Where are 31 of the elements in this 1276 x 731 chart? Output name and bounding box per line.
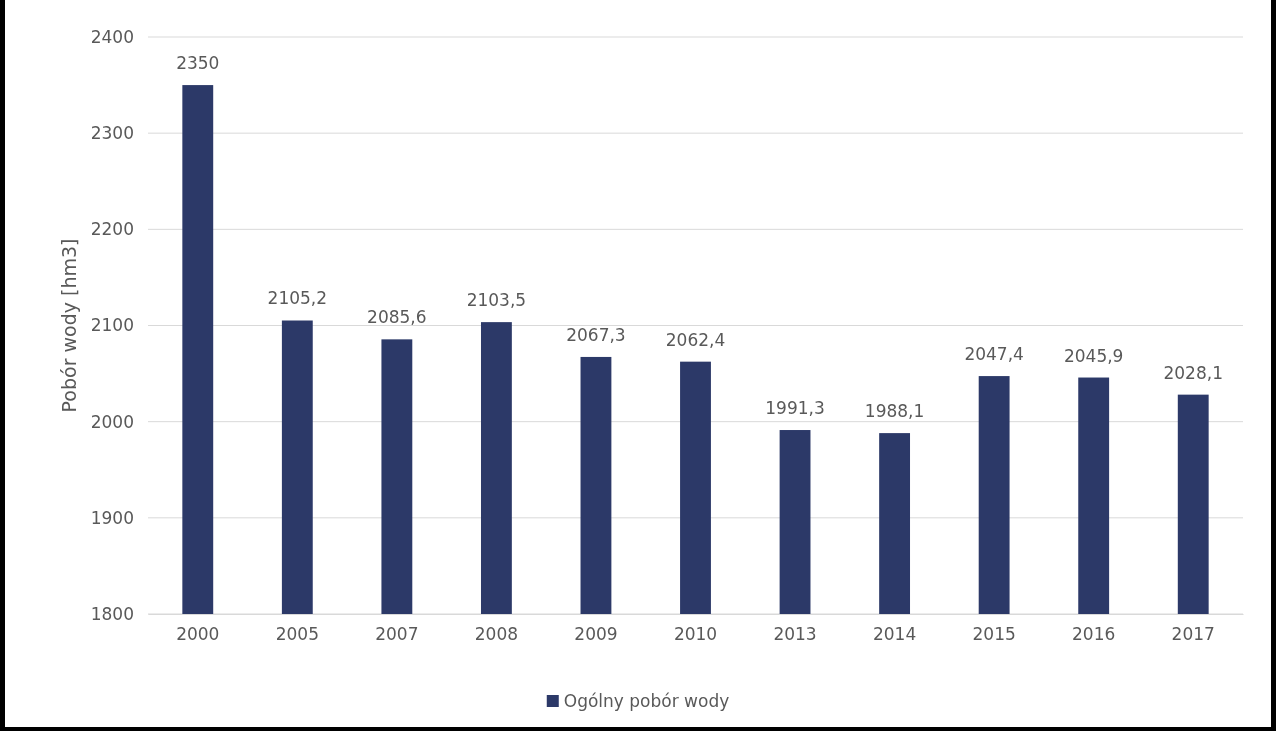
data-label: 2105,2 bbox=[267, 288, 328, 309]
y-tick-label: 2100 bbox=[90, 315, 134, 336]
data-label: 2103,5 bbox=[466, 290, 527, 311]
y-axis-title: Pobór wody [hm3] bbox=[58, 238, 80, 413]
x-tick-label: 2014 bbox=[872, 624, 917, 645]
y-tick-label: 2300 bbox=[90, 123, 134, 144]
data-label: 2062,4 bbox=[665, 329, 726, 350]
data-label: 1988,1 bbox=[864, 401, 925, 422]
x-tick-label: 2008 bbox=[474, 624, 519, 645]
x-tick-label: 2017 bbox=[1171, 624, 1215, 645]
data-label: 2350 bbox=[176, 53, 220, 74]
data-label: 1991,3 bbox=[765, 398, 825, 419]
data-label: 2047,4 bbox=[964, 344, 1024, 365]
data-label: 2085,6 bbox=[367, 307, 427, 328]
y-tick-label: 1800 bbox=[90, 603, 134, 624]
x-tick-label: 2000 bbox=[176, 624, 220, 645]
x-tick-label: 2009 bbox=[574, 624, 618, 645]
y-tick-label: 2000 bbox=[90, 411, 134, 432]
data-label: 2028,1 bbox=[1163, 362, 1223, 383]
x-tick-label: 2010 bbox=[673, 624, 718, 645]
x-tick-label: 2007 bbox=[375, 624, 419, 645]
data-label: 2067,3 bbox=[566, 324, 626, 345]
x-tick-label: 2013 bbox=[773, 624, 817, 645]
x-tick-label: 2015 bbox=[972, 624, 1016, 645]
y-tick-label: 2200 bbox=[90, 219, 134, 240]
data-label: 2045,9 bbox=[1063, 345, 1124, 366]
legend-label: Ogólny pobór wody bbox=[563, 690, 730, 711]
y-tick-label: 2400 bbox=[90, 26, 134, 47]
x-tick-label: 2005 bbox=[275, 624, 319, 645]
x-tick-label: 2016 bbox=[1072, 624, 1116, 645]
y-tick-label: 1900 bbox=[90, 507, 134, 528]
